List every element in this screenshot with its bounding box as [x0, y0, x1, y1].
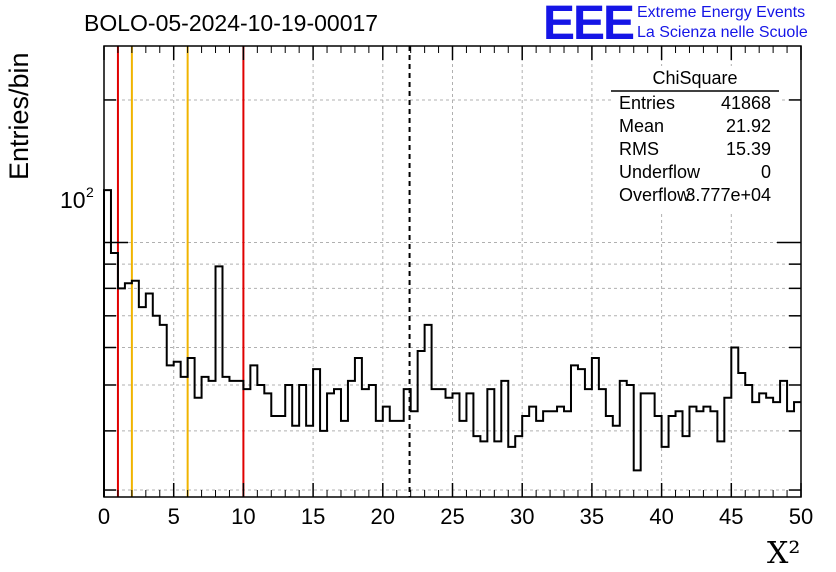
stats-label: Entries [619, 93, 676, 113]
y-tick-label-base: 10 [60, 187, 86, 213]
x-tick-label: 0 [98, 504, 110, 529]
x-tick-label: 45 [719, 504, 743, 529]
stats-row-overflow: Overflow 3.777e+04 [619, 185, 771, 207]
stats-label: Mean [619, 116, 665, 136]
x-tick-label: 15 [301, 504, 325, 529]
stats-title: ChiSquare [652, 68, 738, 88]
y-tick-label-exponent: 2 [86, 184, 94, 200]
y-axis-label: Entries/bin [4, 52, 34, 180]
x-tick-label: 20 [371, 504, 395, 529]
stats-title-underline [611, 90, 779, 92]
x-tick-labels: 0 5 10 15 20 25 30 35 40 45 50 [98, 504, 813, 529]
x-tick-label: 50 [789, 504, 813, 529]
eee-logo: EEE [543, 0, 635, 50]
x-tick-label: 25 [440, 504, 464, 529]
stats-label: Underflow [619, 162, 701, 182]
stats-value: 41868 [720, 93, 771, 113]
logo-line-1: Extreme Energy Events [637, 4, 806, 21]
x-tick-label: 5 [168, 504, 180, 529]
plot-frame [103, 45, 802, 498]
stats-row-entries: Entries 41868 [619, 93, 771, 115]
x-tick-label: 30 [510, 504, 534, 529]
stats-label: Overflow [619, 185, 691, 205]
stats-row-underflow: Underflow 0 [619, 162, 771, 184]
stats-value: 15.39 [725, 139, 771, 159]
x-axis-label: X² [767, 536, 801, 571]
stats-row-mean: Mean 21.92 [619, 116, 771, 138]
x-tick-label: 10 [231, 504, 255, 529]
y-tick-label-100: 10 2 [60, 184, 94, 213]
stats-label: RMS [619, 139, 659, 159]
logo-line-2: La Scienza nelle Scuole [637, 24, 808, 41]
stats-box: ChiSquare Entries 41868 Mean 21.92 RMS 1… [611, 66, 779, 212]
histogram-outline [103, 189, 801, 497]
stats-value: 21.92 [725, 116, 771, 136]
x-tick-label: 40 [649, 504, 673, 529]
x-tick-label: 35 [580, 504, 604, 529]
grid-lines [104, 46, 801, 497]
reference-lines [116, 46, 411, 497]
stats-value: 3.777e+04 [685, 185, 771, 205]
chart-title: BOLO-05-2024-10-19-00017 [84, 10, 379, 36]
stats-value: 0 [760, 162, 771, 182]
stats-row-rms: RMS 15.39 [619, 139, 771, 161]
